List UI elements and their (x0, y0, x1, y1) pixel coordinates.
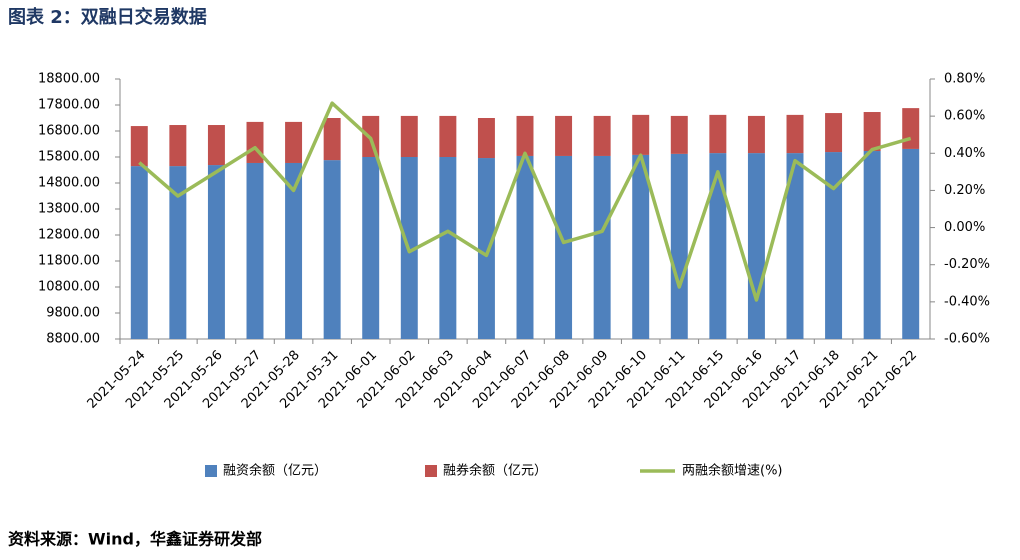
bar (555, 115, 573, 156)
bar (207, 165, 225, 339)
y-tick-label: 9800.00 (46, 306, 100, 321)
bar (207, 125, 225, 166)
y2-tick-label: 0.00% (944, 220, 985, 235)
y2-tick-label: -0.60% (944, 332, 990, 347)
bar (747, 115, 765, 154)
y-tick-label: 18800.00 (38, 72, 100, 87)
legend-swatch (425, 465, 437, 477)
bar (632, 154, 650, 339)
y2-tick-label: 0.20% (944, 183, 985, 198)
bar (786, 114, 804, 154)
bar (902, 108, 920, 149)
y-tick-label: 17800.00 (38, 98, 100, 113)
bar (863, 151, 881, 339)
bar (593, 115, 611, 156)
y-tick-label: 15800.00 (38, 150, 100, 165)
bar (747, 153, 765, 339)
y2-tick-label: -0.40% (944, 294, 990, 309)
bar (670, 115, 688, 154)
bar (169, 125, 187, 167)
bar (246, 162, 264, 339)
bar (670, 153, 688, 339)
bar (632, 114, 650, 155)
y-tick-label: 16800.00 (38, 124, 100, 139)
bar (130, 166, 148, 339)
y2-tick-label: -0.20% (944, 257, 990, 272)
bar (709, 114, 727, 154)
bar (323, 160, 341, 339)
bar (130, 126, 148, 167)
bar (593, 155, 611, 339)
bar (477, 118, 495, 159)
bar (786, 153, 804, 339)
bar (902, 148, 920, 339)
bar (400, 115, 418, 157)
bar (516, 115, 534, 156)
bar (285, 162, 303, 339)
bar (285, 121, 303, 163)
bar (709, 153, 727, 339)
legend-swatch (205, 465, 217, 477)
y2-tick-label: 0.80% (944, 72, 985, 87)
bar (863, 112, 881, 152)
bar (477, 158, 495, 339)
bar (825, 113, 843, 153)
y-tick-label: 8800.00 (46, 332, 100, 347)
bar (169, 166, 187, 339)
y2-tick-label: 0.60% (944, 109, 985, 124)
line (138, 101, 912, 302)
bar (323, 118, 341, 161)
bar (825, 152, 843, 339)
y-tick-label: 10800.00 (38, 280, 100, 295)
y-tick-label: 12800.00 (38, 228, 100, 243)
legend-label: 两融余额增速(%) (682, 463, 783, 479)
legend-label: 融资余额（亿元） (223, 463, 327, 479)
bar (555, 155, 573, 339)
bar (516, 155, 534, 339)
y-tick-label: 11800.00 (38, 254, 100, 269)
chart-title: 图表 2：双融日交易数据 (8, 6, 207, 28)
source-note: 资料来源：Wind，华鑫证券研发部 (8, 530, 262, 549)
bar (439, 115, 457, 157)
y-tick-label: 13800.00 (38, 202, 100, 217)
bar (362, 157, 380, 339)
y-tick-label: 14800.00 (38, 176, 100, 191)
bar (439, 157, 457, 339)
y2-tick-label: 0.40% (944, 146, 985, 161)
legend-label: 融券余额（亿元） (443, 463, 547, 479)
